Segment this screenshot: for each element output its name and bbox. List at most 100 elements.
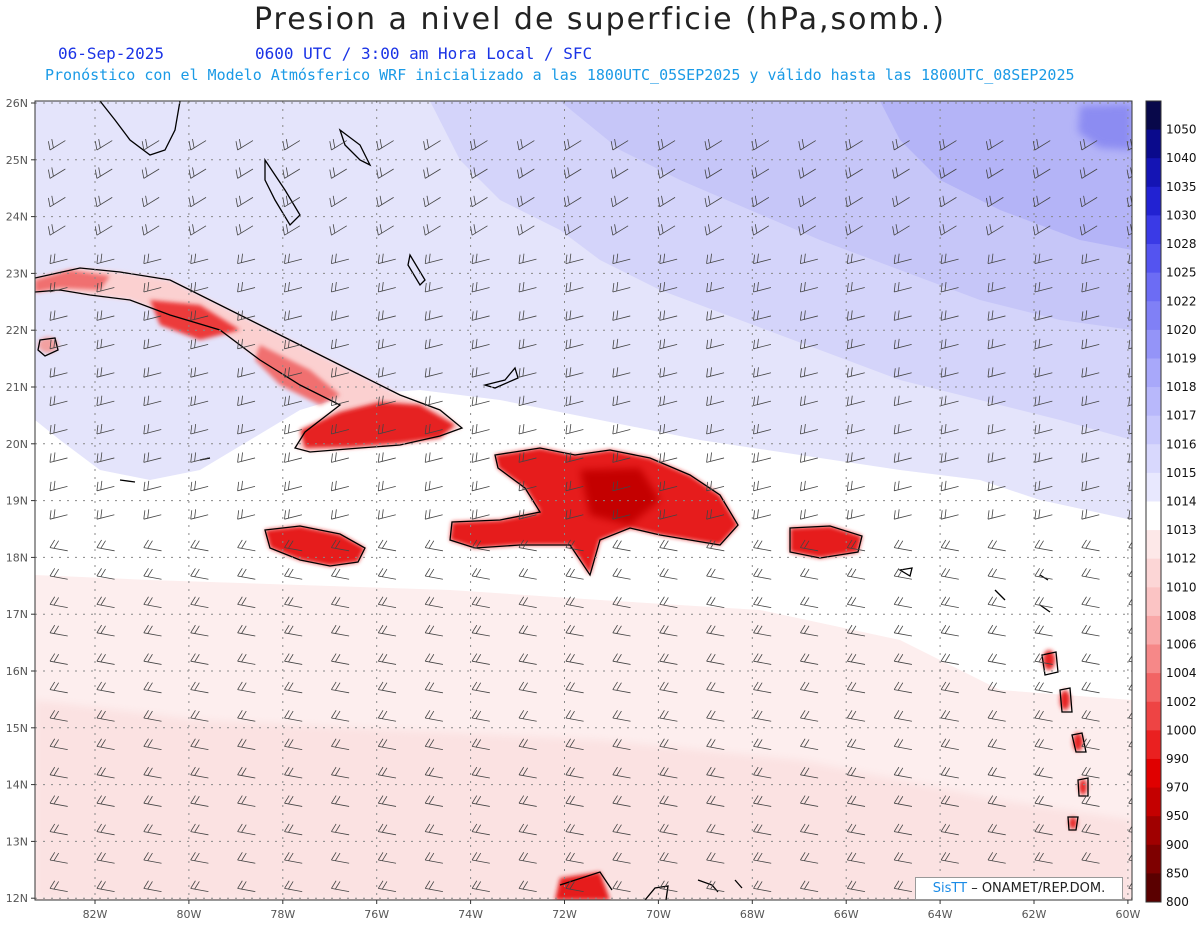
wind-barb (331, 568, 350, 580)
wind-barb (565, 338, 584, 350)
wind-barb (1032, 195, 1051, 208)
wind-barb (893, 880, 912, 893)
wind-barb (565, 766, 584, 779)
wind-barb (49, 795, 68, 807)
wind-barb (237, 596, 256, 609)
wind-barb (986, 138, 1004, 151)
wind-barb (753, 568, 772, 580)
wind-barb (940, 823, 959, 836)
wind-barb (612, 509, 631, 520)
wind-barb (657, 224, 676, 236)
wind-barb (610, 138, 629, 151)
wind-barb (237, 452, 256, 463)
wind-barb (237, 480, 256, 492)
wind-barb (331, 424, 349, 435)
wind-barb (939, 138, 957, 151)
wind-barb (471, 681, 490, 694)
wind-barb (284, 568, 303, 580)
wind-barb (987, 852, 1006, 864)
sistt-logo: SisTT (932, 881, 968, 896)
lat-label: 24N (6, 211, 28, 224)
colorbar-label: 1018 (1166, 380, 1197, 394)
wind-barb (565, 624, 584, 637)
wind-barb (846, 338, 865, 350)
wind-barb (471, 452, 490, 463)
wind-barb (143, 738, 162, 751)
wind-barb (331, 310, 349, 321)
wind-barb (1034, 282, 1053, 293)
wind-barb (657, 195, 676, 208)
wind-barb (987, 367, 1006, 378)
wind-barb (424, 596, 443, 609)
colorbar-swatch (1146, 101, 1161, 131)
wind-barb (424, 310, 443, 321)
colorbar-label: 900 (1166, 838, 1189, 852)
wind-barb (190, 539, 209, 552)
wind-barb (800, 338, 818, 350)
colorbar-label: 1040 (1166, 151, 1197, 165)
wind-barb (471, 766, 490, 779)
colorbar-label: 1035 (1166, 180, 1197, 194)
colorbar-swatch (1146, 129, 1161, 159)
wind-barb (471, 310, 490, 321)
wind-barb (143, 624, 162, 637)
wind-barb (143, 539, 162, 552)
wind-barb (96, 880, 115, 893)
wind-barb (471, 568, 490, 580)
wind-barb (706, 539, 725, 552)
wind-barb (753, 395, 772, 406)
wind-barb (798, 138, 816, 151)
wind-barb (800, 852, 819, 864)
wind-barb (143, 509, 162, 520)
wind-barb (470, 195, 488, 208)
wind-barb (753, 253, 772, 264)
wind-barb (190, 766, 209, 779)
wind-barb (659, 253, 678, 264)
credit-box: SisTT – ONAMET/REP.DOM. (915, 877, 1123, 900)
wind-barb (377, 253, 396, 264)
wind-barb (49, 282, 68, 293)
wind-barb (237, 738, 256, 751)
wind-barb (377, 452, 396, 463)
wind-barb (143, 681, 162, 694)
wind-barb (846, 653, 866, 665)
lat-label: 15N (6, 722, 28, 735)
wind-barb (471, 539, 490, 552)
wind-barb (518, 452, 537, 463)
lat-label: 14N (6, 779, 28, 792)
wind-barb (1034, 710, 1053, 722)
wind-barb (1081, 509, 1100, 520)
wind-barb (940, 653, 959, 665)
wind-barb (284, 766, 303, 779)
wind-barb (565, 539, 584, 552)
wind-barb (471, 653, 490, 665)
wind-barb (96, 795, 115, 807)
wind-barb (940, 395, 959, 406)
wind-barb (329, 224, 347, 236)
wind-barb (377, 282, 396, 293)
colorbar: 1050 1040 1035 1030 1028 1025 1022 1020 1019 1018… (1145, 100, 1197, 909)
wind-barb (377, 710, 397, 722)
wind-barb (143, 253, 162, 264)
wind-barb (1079, 224, 1098, 236)
wind-barb (424, 738, 443, 751)
wind-barb (800, 624, 819, 637)
lon-label: 66W (834, 908, 859, 921)
wind-barb (1081, 424, 1100, 435)
wind-barb (424, 880, 443, 893)
wind-barb (49, 480, 68, 492)
wind-barb (659, 452, 678, 463)
wind-barb (143, 823, 162, 836)
wind-barb (235, 224, 254, 236)
wind-barb (377, 568, 397, 580)
colorbar-label: 1006 (1166, 638, 1197, 652)
wind-barb (188, 167, 207, 179)
wind-barb (1081, 710, 1100, 722)
lon-label: 82W (83, 908, 108, 921)
wind-barb (612, 539, 631, 552)
wind-barb (1034, 338, 1053, 350)
wind-barb (893, 710, 912, 722)
lon-label: 78W (270, 908, 295, 921)
wind-barb (893, 424, 912, 435)
wind-barb (49, 395, 68, 406)
